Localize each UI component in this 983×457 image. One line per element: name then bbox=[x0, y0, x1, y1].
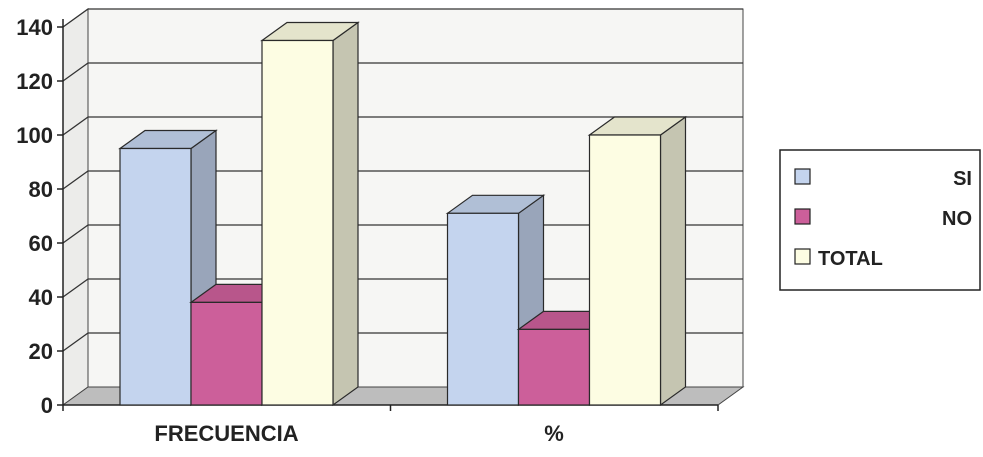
bar-front bbox=[446, 212, 520, 406]
bar bbox=[260, 21, 360, 407]
legend-label: NO bbox=[942, 208, 972, 230]
y-tick-labels: 0 20 40 60 80 100 120 140 bbox=[16, 15, 53, 418]
y-tick-label: 20 bbox=[29, 339, 53, 364]
category-labels: FRECUENCIA% bbox=[154, 421, 563, 446]
legend: SI NO TOTAL bbox=[779, 149, 981, 291]
y-tick-label: 60 bbox=[29, 231, 53, 256]
gridline bbox=[62, 8, 743, 28]
bar bbox=[587, 115, 688, 407]
bar-side bbox=[659, 115, 687, 407]
bar-front bbox=[261, 39, 334, 406]
bar-front bbox=[190, 301, 263, 406]
x-category-label: FRECUENCIA bbox=[154, 421, 298, 446]
y-tick-label: 120 bbox=[16, 69, 53, 94]
y-tick-label: 100 bbox=[16, 123, 53, 148]
y-tick-label: 40 bbox=[29, 285, 53, 310]
bar-front bbox=[119, 147, 192, 406]
gridline bbox=[62, 62, 743, 82]
legend-swatch bbox=[794, 208, 811, 225]
legend-label: SI bbox=[953, 168, 972, 190]
legend-swatch bbox=[794, 168, 811, 185]
gridline bbox=[62, 116, 743, 136]
bar-front bbox=[588, 134, 662, 406]
y-tick-label: 140 bbox=[16, 15, 53, 40]
legend-box bbox=[779, 149, 981, 291]
legend-label: TOTAL bbox=[818, 248, 883, 270]
x-category-label: % bbox=[544, 421, 564, 446]
side-wall bbox=[62, 8, 89, 406]
legend-swatch bbox=[794, 248, 811, 265]
bar-front bbox=[517, 328, 591, 406]
gridline bbox=[62, 170, 743, 190]
bars bbox=[118, 21, 688, 407]
bar-side bbox=[332, 21, 359, 407]
y-tick-label: 0 bbox=[41, 393, 53, 418]
y-tick-label: 80 bbox=[29, 177, 53, 202]
